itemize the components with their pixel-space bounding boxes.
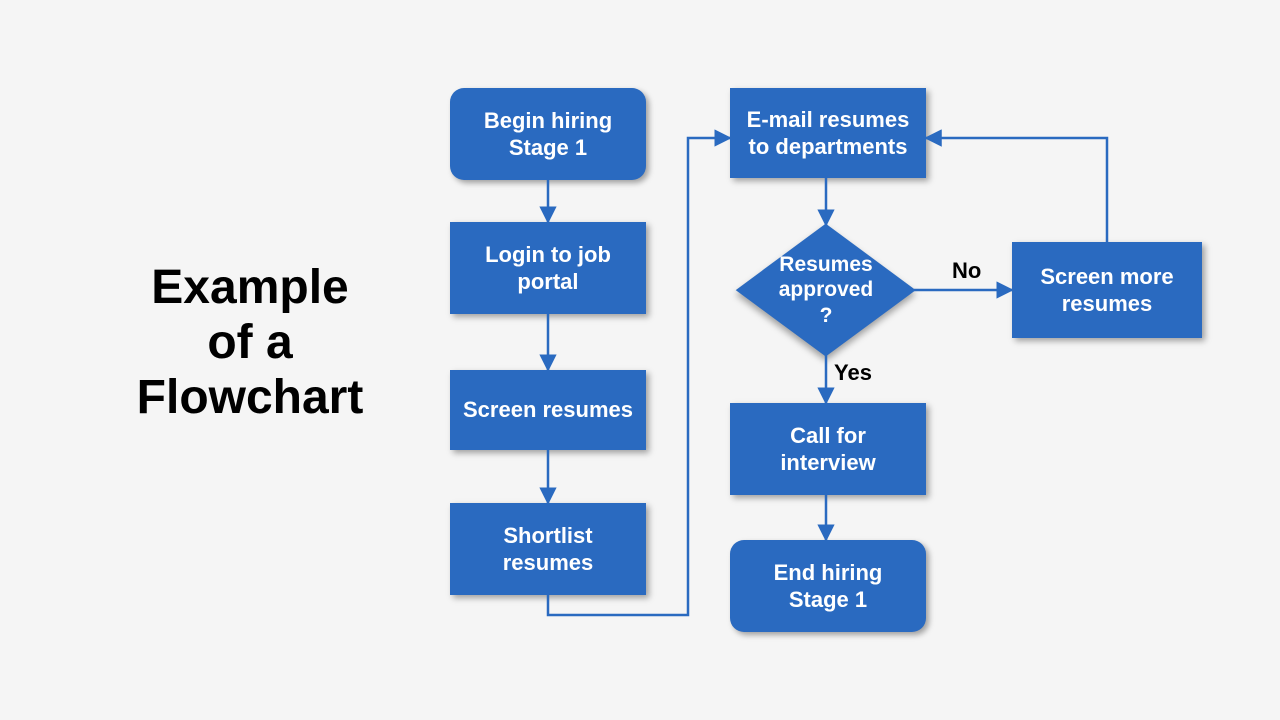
node-decision: Resumesapproved? (707, 225, 945, 355)
edge-more-email (926, 138, 1107, 242)
page-title: Exampleof aFlowchart (115, 260, 385, 426)
edge-label-yes: Yes (834, 360, 872, 386)
node-call: Call forinterview (730, 403, 926, 495)
node-login: Login to jobportal (450, 222, 646, 314)
node-end: End hiringStage 1 (730, 540, 926, 632)
node-shortlist: Shortlistresumes (450, 503, 646, 595)
node-begin: Begin hiringStage 1 (450, 88, 646, 180)
node-more: Screen moreresumes (1012, 242, 1202, 338)
node-email: E-mail resumesto departments (730, 88, 926, 178)
flowchart-canvas: Exampleof aFlowchart Begin hiringStage 1… (0, 0, 1280, 720)
node-screen: Screen resumes (450, 370, 646, 450)
edge-label-no: No (952, 258, 981, 284)
